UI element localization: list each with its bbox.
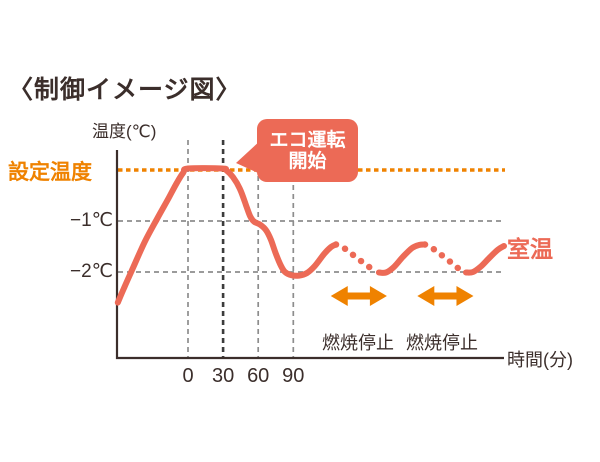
burn-stop-label-1: 燃焼停止 [322,333,394,353]
x-axis-label: 時間(分) [507,350,573,370]
arrow-left-head-icon [417,285,435,306]
page-title: 〈制御イメージ図〉 [8,76,242,104]
room-temp-series-label: 室温 [507,236,553,262]
room-temp-curve-solid-0 [114,165,339,306]
x-tick-label-30: 30 [211,365,235,387]
burn-stop-label-2: 燃焼停止 [406,333,478,353]
minus-2c-label: −2℃ [69,261,113,282]
room-temp-curve-solid-4 [463,243,507,276]
set-temp-label: 設定温度 [8,161,92,184]
x-tick-label-90: 90 [282,365,305,387]
arrow-right-head-icon [369,285,387,306]
x-tick-label-60: 60 [247,365,270,387]
arrow-left-head-icon [330,285,348,306]
y-axis-label: 温度(℃) [92,122,157,141]
arrow-right-head-icon [456,285,474,306]
callout-text-line2: 開始 [288,150,327,172]
minus-1c-label: −1℃ [69,210,113,231]
callout-text-line1: エコ運転 [269,129,346,151]
axes [115,150,504,360]
room-temp-curve-solid-2 [375,241,428,276]
room-temp-curve-dotted-1 [332,241,380,275]
eco-start-callout: エコ運転 開始 [257,119,358,182]
room-temp-curve-dotted-3 [421,241,467,275]
x-tick-label-0: 0 [182,365,194,387]
